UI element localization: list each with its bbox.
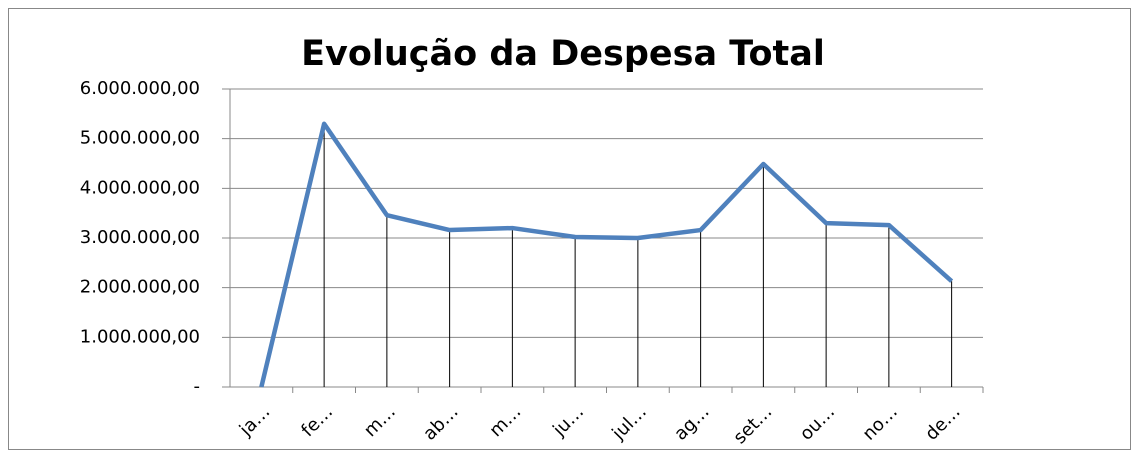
line bbox=[259, 121, 954, 388]
y-tick-label: 2.000.000,00 bbox=[80, 277, 200, 298]
chart-title: Evolução da Despesa Total bbox=[301, 34, 825, 74]
y-tick-label: 3.000.000,00 bbox=[80, 227, 200, 248]
y-tick-label: 1.000.000,00 bbox=[80, 326, 200, 347]
chart-frame bbox=[8, 8, 1131, 450]
y-tick-label: 5.000.000,00 bbox=[80, 128, 200, 149]
y-tick-label: 4.000.000,00 bbox=[80, 177, 200, 198]
y-tick-label: 6.000.000,00 bbox=[80, 78, 200, 99]
y-tick-label: - bbox=[194, 376, 201, 397]
